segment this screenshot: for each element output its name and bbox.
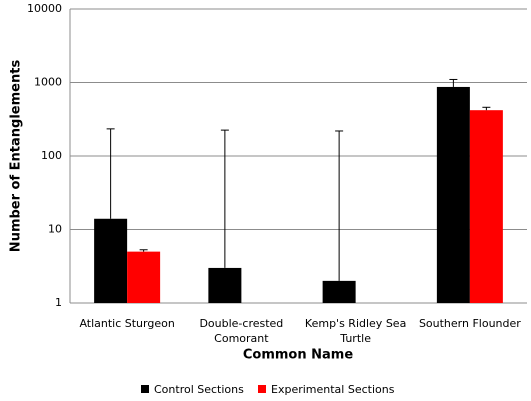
legend-swatch [258, 385, 266, 393]
bar [94, 218, 128, 303]
legend-swatch [141, 385, 149, 393]
y-tick-label: 1000 [34, 76, 62, 89]
legend-label: Experimental Sections [271, 383, 395, 396]
x-tick-label: Atlantic Sturgeon [79, 317, 175, 330]
bar [127, 251, 161, 303]
y-tick-label: 10000 [27, 2, 62, 15]
y-axis-title: Number of Entanglements [9, 60, 24, 253]
x-tick-label: Southern Flounder [418, 317, 521, 330]
legend-label: Control Sections [154, 383, 244, 396]
y-tick-label: 10 [48, 223, 62, 236]
bar [322, 280, 356, 303]
x-tick-label: Double-crested Comorant [199, 317, 284, 345]
x-axis-title: Common Name [243, 348, 353, 363]
y-tick-label: 100 [41, 149, 62, 162]
bar [208, 267, 242, 303]
y-tick-label: 1 [55, 296, 62, 309]
bar [469, 110, 503, 303]
x-tick-label: Kemp's Ridley Sea Turtle [304, 317, 407, 345]
bar [436, 86, 470, 303]
